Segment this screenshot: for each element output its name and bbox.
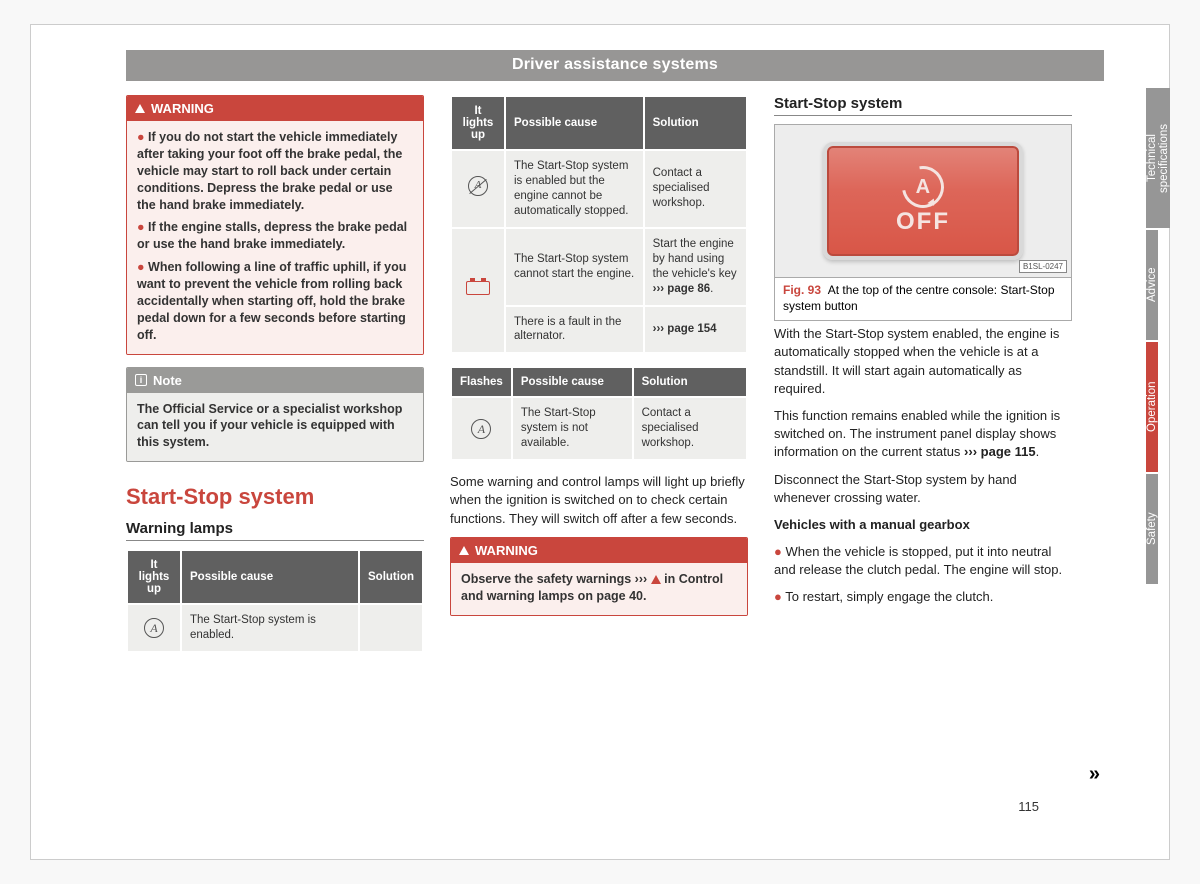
warning-header: WARNING: [127, 96, 423, 121]
figure-caption: Fig. 93 At the top of the centre console…: [775, 277, 1071, 320]
page-ref: ››› page 115: [964, 444, 1036, 459]
start-stop-button-graphic: A OFF: [823, 142, 1023, 260]
a-circle-icon: A: [144, 618, 164, 638]
page-number: 115: [1018, 799, 1039, 814]
subsection-heading: Warning lamps: [126, 520, 424, 541]
paragraph: With the Start-Stop system enabled, the …: [774, 325, 1072, 398]
warning-lamps-table-1: It lights up Possible cause Solution A T…: [126, 549, 424, 653]
solution-cell: ››› page 154: [644, 306, 747, 354]
battery-icon: [466, 281, 490, 295]
off-label: OFF: [896, 208, 950, 236]
figure-image: A OFF B1SL-0247: [775, 125, 1071, 277]
warning-title: WARNING: [475, 543, 538, 558]
warning-lamps-table-2: It lights up Possible cause Solution The…: [450, 95, 748, 354]
a-slash-icon: [468, 176, 488, 196]
table-row: A The Start-Stop system is enabled.: [127, 604, 423, 652]
table-header: It lights up: [127, 550, 181, 604]
solution-cell: Contact a specialised workshop.: [644, 150, 747, 228]
subheading: Vehicles with a manual gearbox: [774, 516, 1072, 534]
warning-icon: [459, 546, 469, 555]
lamp-icon-cell: A: [127, 604, 181, 652]
side-tabs: Technical specifications Advice Operation S…: [1146, 88, 1170, 586]
table-header: It lights up: [451, 96, 505, 150]
bullet-icon: ●: [137, 260, 145, 274]
table-header: Solution: [359, 550, 423, 604]
warning-icon: [135, 104, 145, 113]
side-tab[interactable]: Technical specifications: [1146, 88, 1170, 228]
page-title: Driver assistance systems: [512, 56, 718, 73]
warning-item: If you do not start the vehicle immediat…: [137, 130, 402, 212]
cause-cell: There is a fault in the alternator.: [505, 306, 644, 354]
warning-lamps-table-3: Flashes Possible cause Solution A The St…: [450, 366, 748, 461]
side-tab[interactable]: Safety: [1146, 474, 1158, 584]
page-title-bar: Driver assistance systems: [126, 50, 1104, 81]
figure: A OFF B1SL-0247 Fig. 93 At the top of th…: [774, 124, 1072, 321]
table-header: Solution: [644, 96, 747, 150]
columns: WARNING ● If you do not start the vehicl…: [126, 95, 1104, 653]
warning-box: WARNING ● If you do not start the vehicl…: [126, 95, 424, 355]
table-header: Flashes: [451, 367, 512, 397]
note-box: i Note The Official Service or a special…: [126, 367, 424, 463]
table-header: Possible cause: [512, 367, 633, 397]
warning-triangle-icon: [651, 575, 661, 584]
lamp-icon-cell: [451, 228, 505, 354]
warning-header: WARNING: [451, 538, 747, 563]
column-3: Start-Stop system A OFF B1SL-0247 Fig. 9…: [774, 95, 1072, 653]
lamp-icon-cell: A: [451, 397, 512, 460]
figure-number: Fig. 93: [783, 283, 821, 297]
page-frame: Driver assistance systems WARNING ● If y…: [30, 24, 1170, 860]
info-icon: i: [135, 374, 147, 386]
note-text: The Official Service or a specialist wor…: [137, 401, 413, 452]
list-item: ● To restart, simply engage the clutch.: [774, 588, 1072, 606]
warning-body: Observe the safety warnings ››› in Contr…: [451, 563, 747, 615]
table-header: Solution: [633, 367, 747, 397]
solution-cell: Contact a specialised workshop.: [633, 397, 747, 460]
cause-cell: The Start-Stop system cannot start the e…: [505, 228, 644, 306]
list-item: ● When the vehicle is stopped, put it in…: [774, 543, 1072, 579]
figure-caption-text: At the top of the centre console: Start-…: [783, 283, 1055, 313]
note-body: The Official Service or a specialist wor…: [127, 393, 423, 462]
solution-cell: Start the engine by hand using the vehic…: [644, 228, 747, 306]
paragraph: This function remains enabled while the …: [774, 407, 1072, 462]
lamp-icon-cell: [451, 150, 505, 228]
column-1: WARNING ● If you do not start the vehicl…: [126, 95, 424, 653]
side-tab[interactable]: Operation: [1146, 342, 1158, 472]
note-header: i Note: [127, 368, 423, 393]
table-header: Possible cause: [181, 550, 359, 604]
a-circle-icon: A: [471, 419, 491, 439]
page-inner: Driver assistance systems WARNING ● If y…: [126, 50, 1104, 834]
cause-cell: The Start-Stop system is enabled but the…: [505, 150, 644, 228]
paragraph: Some warning and control lamps will ligh…: [450, 473, 748, 528]
warning-item: When following a line of traffic uphill,…: [137, 260, 406, 342]
table-row: The Start-Stop system cannot start the e…: [451, 228, 747, 306]
bullet-icon: ●: [137, 220, 145, 234]
table-row: The Start-Stop system is enabled but the…: [451, 150, 747, 228]
table-header: Possible cause: [505, 96, 644, 150]
column-2: It lights up Possible cause Solution The…: [450, 95, 748, 653]
paragraph: Disconnect the Start-Stop system by hand…: [774, 471, 1072, 507]
warning-body: ● If you do not start the vehicle immedi…: [127, 121, 423, 354]
solution-cell: [359, 604, 423, 652]
warning-title: WARNING: [151, 101, 214, 116]
cause-cell: The Start-Stop system is not available.: [512, 397, 633, 460]
section-heading-right: Start-Stop system: [774, 95, 1072, 116]
continue-icon: »: [1089, 763, 1100, 786]
cause-cell: The Start-Stop system is enabled.: [181, 604, 359, 652]
side-tab[interactable]: Advice: [1146, 230, 1158, 340]
figure-tag: B1SL-0247: [1019, 260, 1067, 273]
table-row: A The Start-Stop system is not available…: [451, 397, 747, 460]
note-title: Note: [153, 373, 182, 388]
bullet-icon: ●: [137, 130, 145, 144]
section-heading: Start-Stop system: [126, 484, 424, 510]
warning-text: Observe the safety warnings ››› in Contr…: [461, 571, 737, 605]
warning-item: If the engine stalls, depress the brake …: [137, 220, 407, 251]
warning-box-2: WARNING Observe the safety warnings ››› …: [450, 537, 748, 616]
